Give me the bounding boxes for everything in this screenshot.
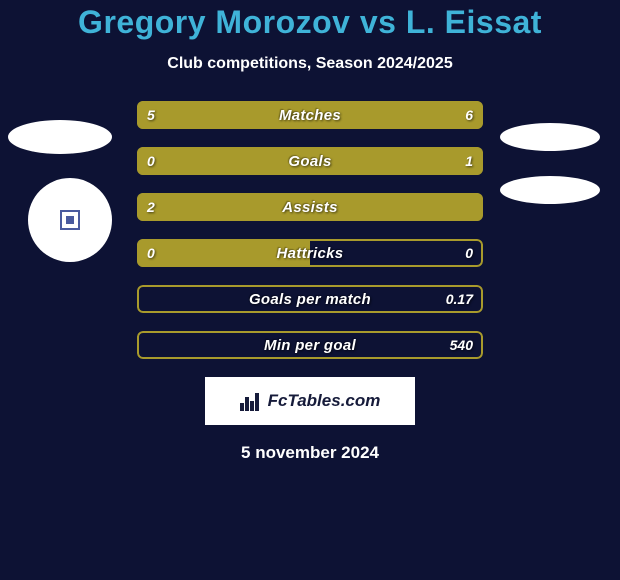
player1-avatar (28, 178, 112, 262)
player2-oval-1 (500, 123, 600, 151)
player2-oval-2 (500, 176, 600, 204)
stats-bars: Matches56Goals01Assists2Hattricks00Goals… (137, 101, 483, 359)
stat-value-left: 2 (147, 193, 155, 221)
stat-row: Hattricks0 0 (137, 239, 483, 267)
logo-text: FcTables.com (268, 391, 381, 411)
stat-row: Min per goal540 (137, 331, 483, 359)
stat-value-right: 0 (465, 239, 473, 267)
stat-label: Matches (137, 101, 483, 129)
date-text: 5 november 2024 (0, 443, 620, 463)
stat-label: Min per goal (137, 331, 483, 359)
stat-value-right: 540 (450, 331, 473, 359)
stat-value-left: 5 (147, 101, 155, 129)
page-title: Gregory Morozov vs L. Eissat (0, 4, 620, 41)
stat-label: Hattricks (137, 239, 483, 267)
stat-value-left: 0 (147, 239, 155, 267)
logo-box: FcTables.com (205, 377, 415, 425)
stat-value-left: 0 (147, 147, 155, 175)
stat-row: Matches5 6 (137, 101, 483, 129)
subtitle: Club competitions, Season 2024/2025 (0, 55, 620, 73)
stat-label: Assists (137, 193, 483, 221)
stat-value-right: 6 (465, 101, 473, 129)
stat-value-right: 1 (465, 147, 473, 175)
stat-row: Goals per match0.17 (137, 285, 483, 313)
infographic-container: Gregory Morozov vs L. Eissat Club compet… (0, 0, 620, 580)
stat-label: Goals (137, 147, 483, 175)
stat-value-right: 0.17 (446, 285, 473, 313)
stat-label: Goals per match (137, 285, 483, 313)
fctables-icon (240, 391, 262, 411)
stat-row: Goals0 1 (137, 147, 483, 175)
placeholder-icon (60, 210, 80, 230)
stat-row: Assists2 (137, 193, 483, 221)
player1-oval (8, 120, 112, 154)
